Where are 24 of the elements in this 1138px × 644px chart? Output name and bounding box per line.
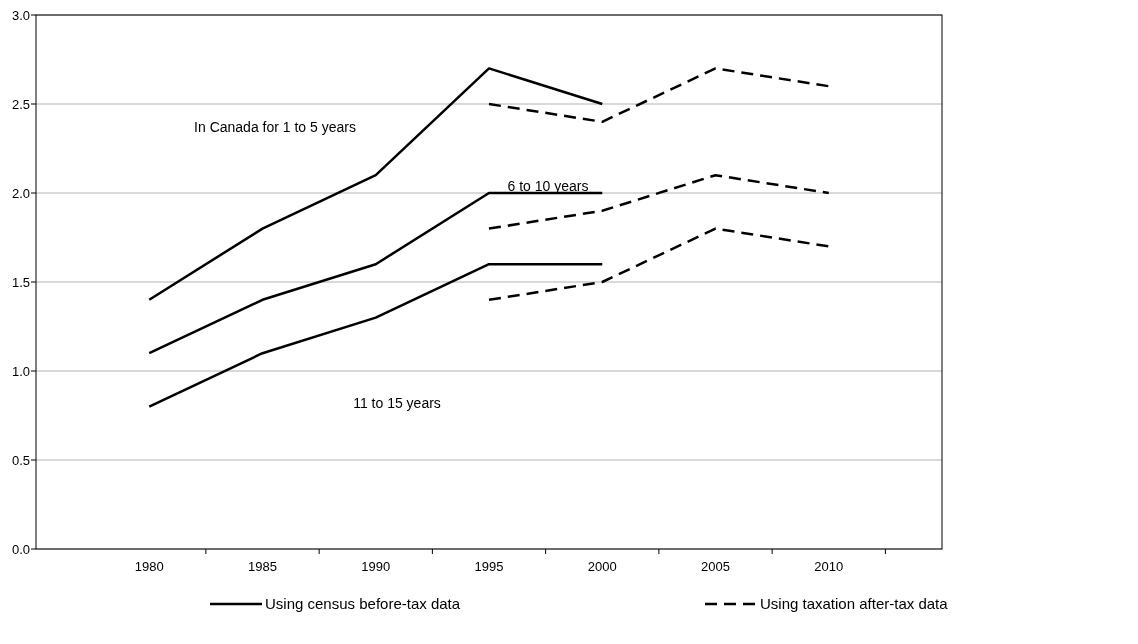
line-series bbox=[148, 67, 604, 302]
line-series bbox=[487, 67, 830, 124]
legend-label: Using census before-tax data bbox=[265, 595, 461, 613]
annotation: 11 to 15 years bbox=[353, 394, 441, 411]
y-tick-label: 1.0 bbox=[11, 363, 30, 379]
line-series bbox=[487, 173, 830, 230]
annotation: 6 to 10 years bbox=[507, 177, 589, 194]
legend-label: Using taxation after-tax data bbox=[760, 595, 949, 613]
x-tick-label: 1990 bbox=[361, 559, 391, 574]
y-tick-label: 2.5 bbox=[11, 96, 30, 112]
line-series bbox=[487, 227, 830, 302]
x-tick-label: 2010 bbox=[814, 559, 844, 574]
x-tick-label: 2005 bbox=[701, 559, 730, 574]
x-tick-label: 2000 bbox=[587, 559, 617, 574]
y-tick-label: 3.0 bbox=[11, 7, 30, 23]
line-series bbox=[148, 191, 604, 355]
annotation: In Canada for 1 to 5 years bbox=[194, 118, 356, 135]
y-tick-label: 1.5 bbox=[11, 274, 30, 290]
y-tick-label: 0.5 bbox=[11, 452, 30, 468]
x-tick-label: 1985 bbox=[248, 559, 277, 574]
x-tick-label: 1980 bbox=[134, 559, 164, 574]
y-tick-label: 2.0 bbox=[11, 185, 30, 201]
y-tick-label: 0.0 bbox=[11, 541, 30, 557]
x-tick-label: 1995 bbox=[474, 559, 504, 574]
